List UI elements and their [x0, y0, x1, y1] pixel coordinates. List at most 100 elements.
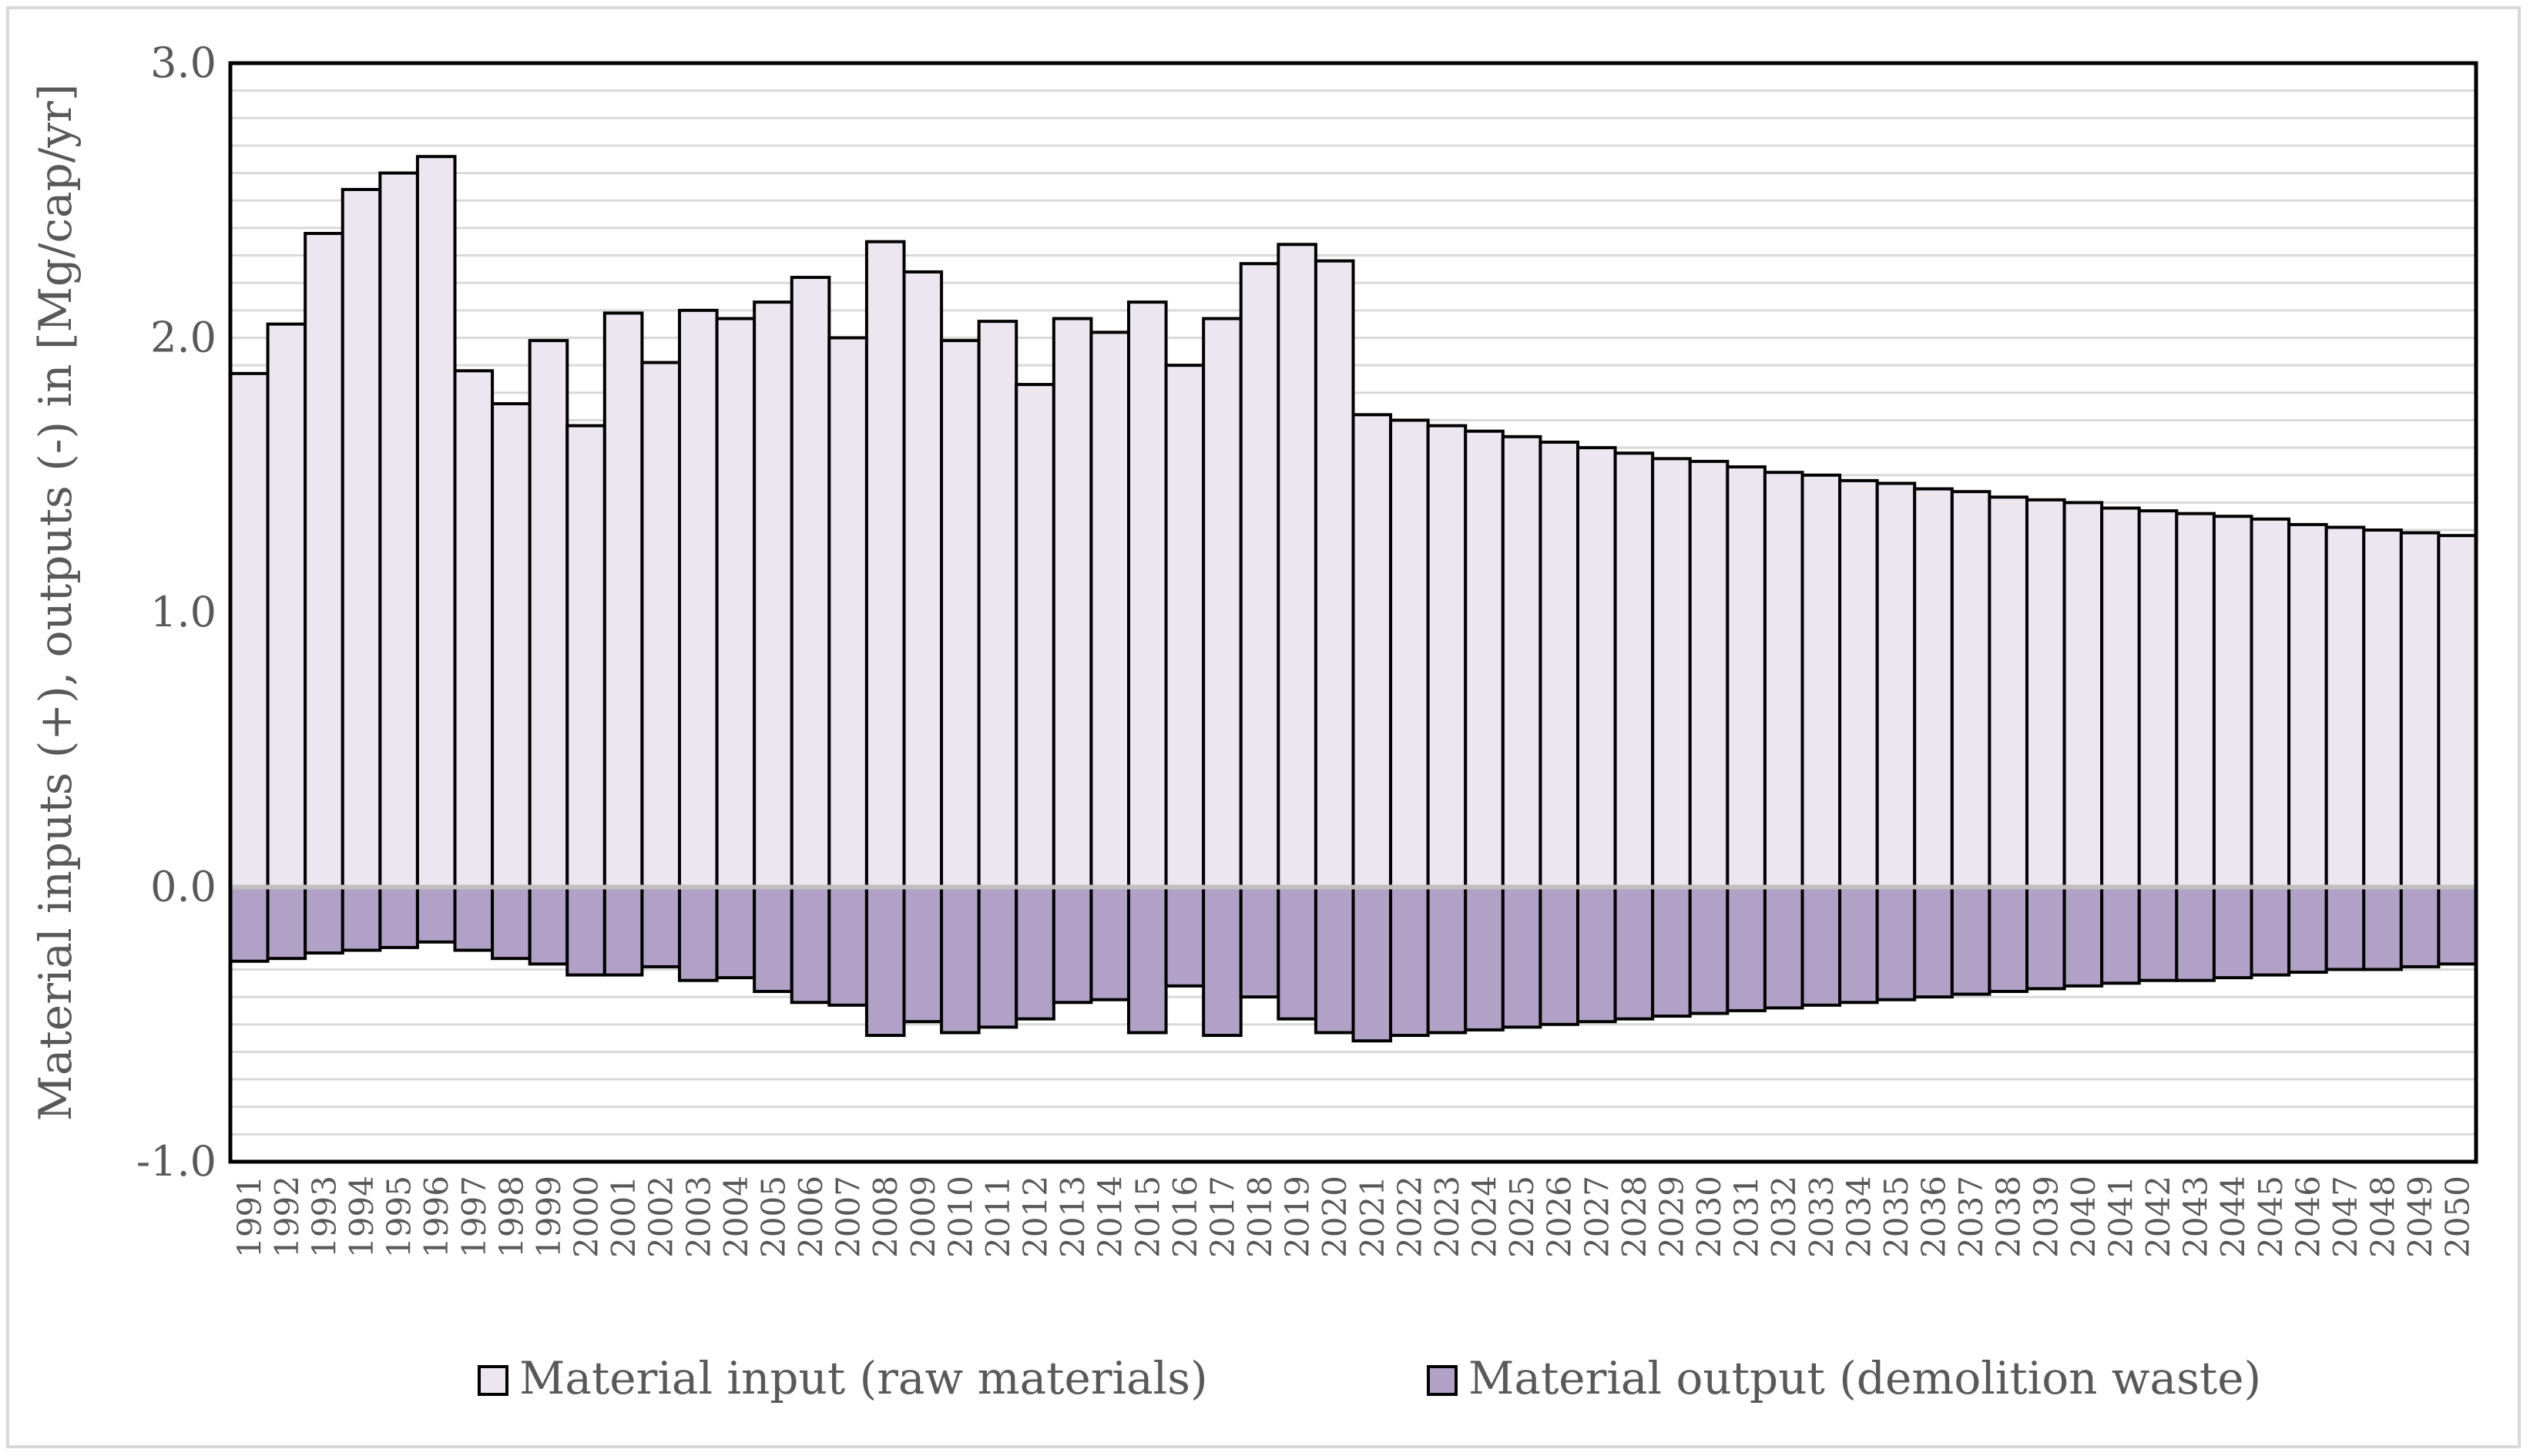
bar-output-2047 [2324, 885, 2366, 971]
bar-input-2038 [1988, 495, 2029, 889]
bar-input-2044 [2212, 515, 2253, 889]
bar-output-2022 [1389, 885, 1430, 1038]
x-tick-label: 2047 [2327, 1176, 2364, 1258]
bar-input-2014 [1089, 330, 1130, 889]
bar-output-2028 [1613, 885, 1655, 1021]
x-tick-label: 2045 [2252, 1176, 2290, 1258]
bar-output-2026 [1538, 885, 1579, 1026]
bar-input-2008 [864, 240, 906, 889]
bar-output-2040 [2062, 885, 2104, 988]
bar-input-2046 [2287, 522, 2328, 889]
bar-output-2004 [715, 885, 757, 980]
x-tick-label: 2036 [1915, 1176, 1953, 1258]
bar-input-2010 [940, 339, 981, 889]
bar-chart: 3.02.01.00.0-1.0 1991 1992 1993 1994 1995 199… [29, 39, 2478, 1404]
x-tick-label: 2032 [1765, 1176, 1803, 1258]
bar-output-2003 [678, 885, 719, 982]
bar-input-2015 [1127, 300, 1168, 889]
bar-input-2049 [2399, 531, 2441, 889]
y-axis-title: Material inputs (+), outputs (-) in [Mg/… [29, 84, 82, 1122]
bar-input-2042 [2137, 509, 2179, 889]
bar-input-2006 [790, 276, 831, 889]
x-tick-label: 1997 [455, 1176, 493, 1258]
x-tick-label: 2011 [979, 1176, 1017, 1258]
bar-output-2017 [1202, 885, 1243, 1038]
x-tick-label: 2017 [1203, 1176, 1241, 1258]
bar-input-2002 [640, 361, 682, 889]
bar-output-1994 [341, 885, 382, 952]
x-tick-label: 1995 [381, 1176, 418, 1258]
bar-output-1993 [304, 885, 344, 955]
x-tick-label: 2049 [2401, 1176, 2439, 1258]
plot-border [228, 61, 2478, 1164]
legend-output-swatch [1427, 1365, 1458, 1396]
x-tick-label: 2026 [1541, 1176, 1579, 1258]
bar-input-2028 [1613, 451, 1655, 889]
bar-output-2050 [2437, 885, 2478, 966]
bar-output-2014 [1089, 885, 1130, 1001]
bar-input-1991 [229, 371, 270, 889]
x-tick-label: 2000 [568, 1176, 606, 1258]
x-tick-label: 1993 [305, 1176, 343, 1258]
bar-output-1991 [229, 885, 270, 963]
bar-input-2035 [1875, 481, 1917, 889]
bar-input-2016 [1164, 364, 1206, 889]
bar-input-2018 [1239, 262, 1280, 889]
x-tick-label: 2038 [1990, 1176, 2028, 1258]
bar-input-2027 [1576, 446, 1617, 889]
x-tick-label: 2008 [867, 1176, 904, 1258]
bar-input-2001 [602, 311, 644, 889]
bar-output-2000 [565, 885, 606, 977]
x-tick-label: 2024 [1466, 1176, 1504, 1258]
bar-output-1998 [491, 885, 532, 961]
y-tick-label: 1.0 [150, 588, 216, 636]
x-tick-label: 2003 [679, 1176, 717, 1258]
bar-input-2048 [2362, 528, 2403, 889]
x-tick-label: 1992 [268, 1176, 306, 1258]
bar-output-2006 [790, 885, 831, 1005]
chart-frame: 3.0 2.0 1.0 0.0 -1.0 1991 1992 1993 1994 1995 199… [6, 6, 2521, 1448]
bar-input-2032 [1763, 471, 1804, 889]
x-tick-label: 2006 [792, 1176, 830, 1258]
bar-input-2047 [2324, 525, 2366, 889]
bar-input-2009 [902, 270, 944, 889]
bar-output-2013 [1052, 885, 1093, 1005]
bar-output-2015 [1127, 885, 1168, 1035]
bar-output-2012 [1015, 885, 1055, 1021]
bar-output-1996 [415, 885, 457, 944]
x-tick-label: 2027 [1578, 1176, 1616, 1258]
bar-input-2043 [2175, 512, 2216, 889]
bar-output-2038 [1988, 885, 2029, 993]
x-tick-label: 2034 [1840, 1176, 1877, 1258]
bar-input-2011 [977, 320, 1018, 889]
bar-output-2021 [1351, 885, 1393, 1043]
bar-output-2031 [1726, 885, 1767, 1012]
x-tick-label: 2044 [2214, 1176, 2252, 1258]
bar-input-2045 [2250, 517, 2291, 889]
bar-output-1999 [528, 885, 569, 966]
x-tick-label: 2025 [1503, 1176, 1541, 1258]
x-tick-label: 2030 [1690, 1176, 1728, 1258]
bar-input-2012 [1015, 383, 1055, 889]
legend-output-label: Material output (demolition waste) [1468, 1352, 2261, 1404]
bar-output-2023 [1426, 885, 1468, 1035]
bar-input-2007 [827, 336, 868, 889]
bar-input-2003 [678, 308, 719, 889]
x-tick-label: 1998 [492, 1176, 530, 1258]
bar-input-2000 [565, 424, 606, 889]
bar-input-2030 [1688, 459, 1730, 889]
x-tick-label: 2007 [830, 1176, 867, 1258]
x-tick-label: 2010 [941, 1176, 979, 1258]
bar-input-2031 [1726, 465, 1767, 889]
x-tick-label: 1991 [230, 1176, 268, 1258]
x-tick-label: 1994 [343, 1176, 381, 1258]
bar-input-2020 [1314, 259, 1355, 889]
bar-output-1995 [378, 885, 419, 949]
bar-output-2009 [902, 885, 944, 1024]
bars [228, 61, 2478, 1164]
bar-output-2011 [977, 885, 1018, 1029]
bar-input-2013 [1052, 317, 1093, 889]
bar-input-2034 [1838, 478, 1879, 889]
bar-output-2010 [940, 885, 981, 1035]
x-tick-label: 2015 [1129, 1176, 1166, 1258]
